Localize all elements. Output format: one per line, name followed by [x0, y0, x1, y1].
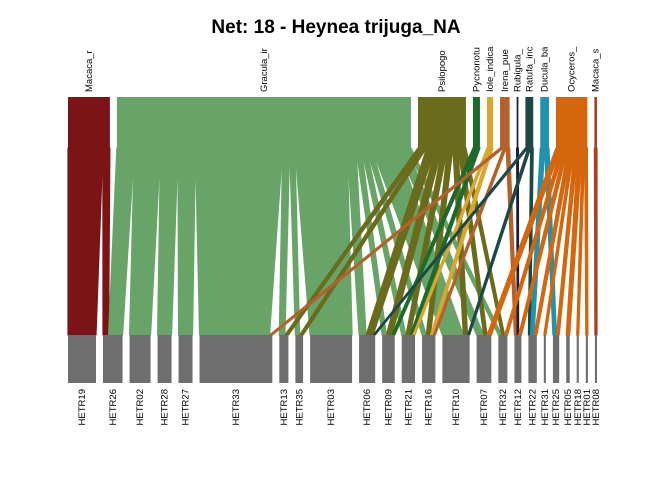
lower-node-label: HETR02 — [135, 389, 146, 425]
higher-node-Macaca_s — [594, 97, 597, 148]
higher-node-label: Gracula_ir — [259, 48, 270, 92]
lower-node-label: HETR19 — [77, 389, 88, 425]
lower-node-HETR25 — [552, 335, 560, 383]
link-Macaca_s-HETR08 — [593, 147, 598, 336]
link-Gracula_ir-HETR28 — [156, 147, 179, 336]
lower-node-HETR33 — [199, 335, 273, 383]
lower-node-HETR03 — [310, 335, 353, 383]
lower-node-HETR31 — [543, 335, 546, 383]
higher-node-label: Macaca_r — [84, 50, 95, 92]
lower-node-label: HETR22 — [528, 389, 539, 425]
lower-node-HETR22 — [528, 335, 537, 383]
lower-node-HETR19 — [68, 335, 96, 383]
lower-node-label: HETR01 — [582, 389, 593, 425]
chart-title: Net: 18 - Heynea trijuga_NA — [211, 17, 460, 38]
lower-node-label: HETR03 — [326, 389, 337, 425]
higher-node-label: Ocyceros_ — [567, 46, 578, 92]
higher-node-Pycnonotu — [472, 97, 480, 148]
lower-node-label: HETR26 — [108, 389, 119, 425]
lower-node-HETR18 — [576, 335, 579, 383]
lower-node-label: HETR25 — [551, 389, 562, 425]
higher-node-Iole_indica — [486, 97, 494, 148]
lower-node-HETR02 — [129, 335, 151, 383]
lower-node-HETR09 — [382, 335, 395, 383]
lower-node-label: HETR08 — [591, 389, 602, 425]
lower-node-HETR01 — [585, 335, 588, 383]
link-Macaca_r-HETR19 — [67, 147, 104, 336]
higher-node-label: Irena_pue — [500, 49, 511, 92]
lower-node-HETR10 — [442, 335, 470, 383]
lower-node-HETR21 — [401, 335, 416, 383]
lower-node-label: HETR16 — [424, 389, 435, 425]
higher-level-nodes: Macaca_r Gracula_ir Psilopogo Pycnonotu Iole… — [68, 46, 602, 148]
interaction-links — [67, 147, 598, 336]
higher-node-Ratufa_inc — [525, 97, 534, 148]
higher-node-label: Pycnonotu — [471, 47, 482, 92]
lower-node-label: HETR31 — [540, 389, 551, 425]
lower-node-HETR27 — [178, 335, 193, 383]
lower-node-label: HETR28 — [160, 389, 171, 425]
lower-node-HETR32 — [498, 335, 508, 383]
lower-node-label: HETR35 — [294, 389, 305, 425]
link-Macaca_r-HETR26 — [102, 147, 111, 336]
higher-node-label: Ducula_ba — [540, 46, 551, 92]
higher-node-label: Macaca_s — [591, 48, 602, 92]
higher-node-Ducula_ba — [540, 97, 549, 148]
lower-node-label: HETR09 — [383, 389, 394, 425]
link-Ocyceros_-HETR01 — [584, 147, 589, 336]
lower-node-HETR13 — [279, 335, 289, 383]
higher-node-Gracula_ir — [116, 97, 411, 148]
lower-node-HETR05 — [566, 335, 570, 383]
lower-node-label: HETR27 — [181, 389, 192, 425]
lower-node-HETR12 — [514, 335, 522, 383]
lower-node-HETR08 — [594, 335, 597, 383]
lower-node-HETR35 — [295, 335, 304, 383]
lower-node-label: HETR18 — [573, 389, 584, 425]
lower-node-label: HETR33 — [231, 389, 242, 425]
lower-node-label: HETR13 — [279, 389, 290, 425]
higher-node-Macaca_r — [68, 97, 110, 148]
lower-node-HETR07 — [476, 335, 492, 383]
higher-node-Psilopogo — [417, 97, 466, 148]
higher-node-Rubigula_ — [516, 97, 519, 148]
lower-node-label: HETR10 — [451, 389, 462, 425]
lower-node-HETR28 — [157, 335, 172, 383]
higher-node-label: Ratufa_inc — [524, 46, 535, 92]
lower-node-label: HETR12 — [513, 389, 524, 425]
link-Gracula_ir-HETR27 — [177, 147, 197, 336]
lower-node-label: HETR07 — [479, 389, 490, 425]
link-Gracula_ir-HETR02 — [128, 147, 162, 336]
lower-node-HETR16 — [422, 335, 436, 383]
lower-node-HETR06 — [359, 335, 376, 383]
lower-node-label: HETR21 — [403, 389, 414, 425]
lower-level-nodes: HETR19 HETR26 HETR02 HETR28 HETR27 HETR33 HETR… — [68, 335, 602, 425]
lower-node-HETR26 — [102, 335, 123, 383]
higher-node-Ocyceros_ — [555, 97, 588, 148]
lower-node-label: HETR05 — [563, 389, 574, 425]
lower-node-label: HETR32 — [498, 389, 509, 425]
higher-node-label: Psilopogo — [437, 50, 448, 92]
higher-node-Irena_pue — [500, 97, 510, 148]
higher-node-label: Iole_indica — [485, 46, 496, 92]
link-Gracula_ir-HETR33 — [194, 147, 284, 336]
higher-node-label: Rubigula_ — [513, 49, 524, 92]
lower-node-label: HETR06 — [362, 389, 373, 425]
